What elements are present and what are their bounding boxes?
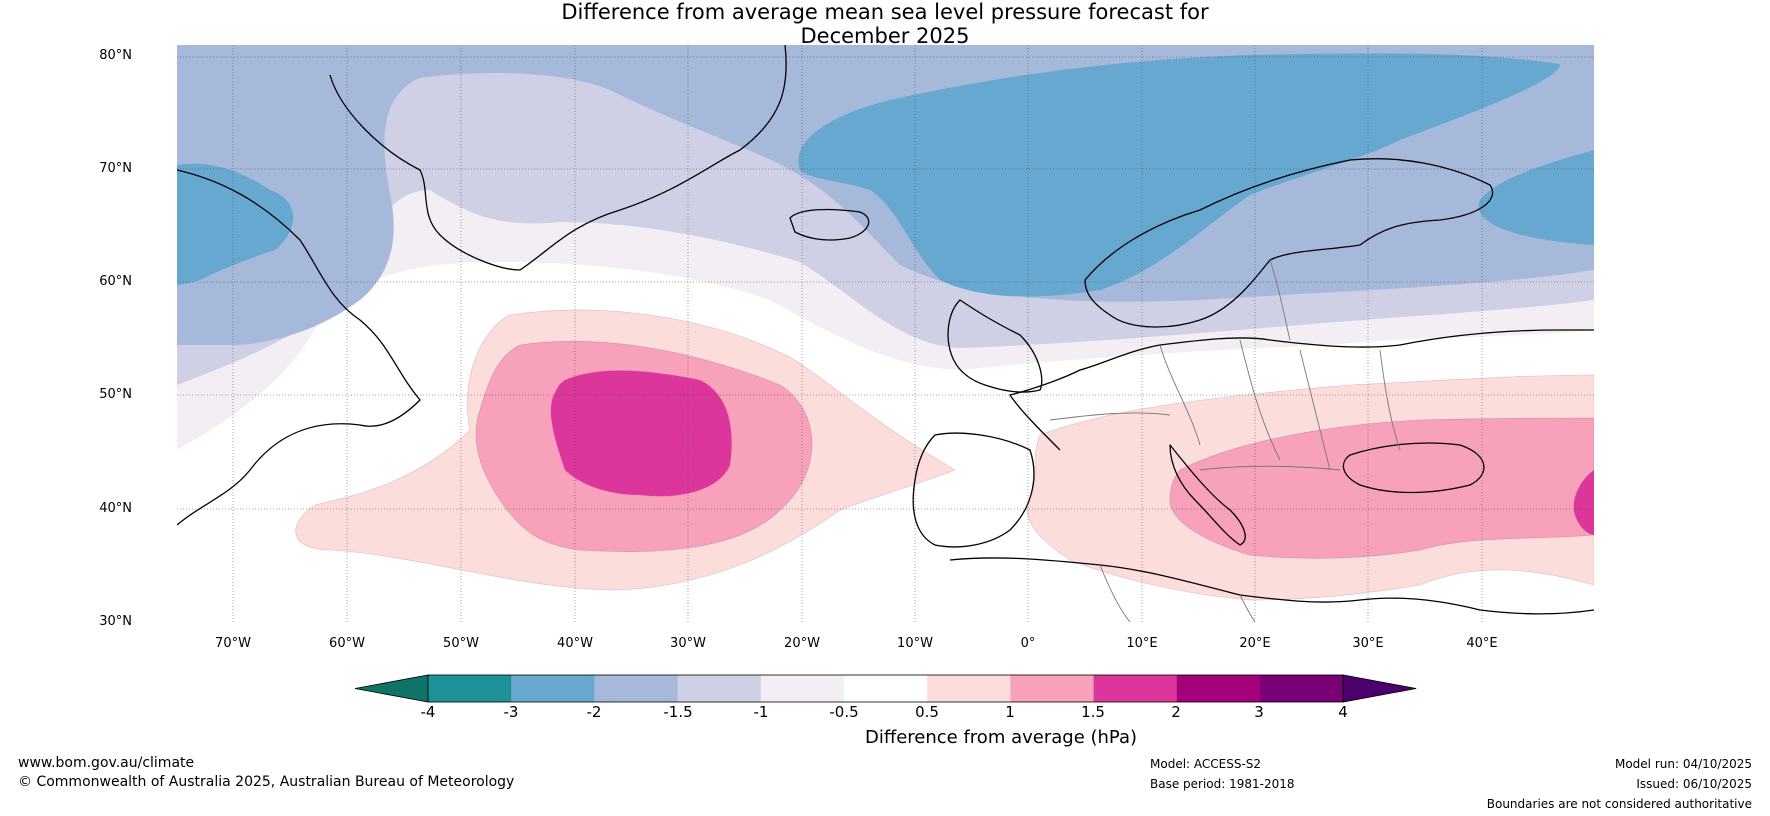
lat-label-60n: 60°N — [99, 274, 132, 289]
colorbar-bin — [428, 675, 512, 702]
europe-coast — [1009, 329, 1594, 451]
lat-label-40n: 40°N — [99, 501, 132, 516]
colorbar-tick: -3 — [503, 703, 519, 721]
colorbar-bin — [927, 675, 1011, 702]
colorbar-tick: 0.5 — [915, 703, 939, 721]
title-line-1: Difference from average mean sea level p… — [561, 0, 1209, 24]
north-africa-coast — [949, 557, 1594, 615]
lat-label-70n: 70°N — [99, 161, 132, 176]
colorbar-bin — [1093, 675, 1178, 702]
contour-pos-1.5-atlantic — [550, 370, 732, 497]
contour-neg-2 — [798, 53, 1560, 297]
disclaimer-text: Boundaries are not considered authoritat… — [1486, 797, 1752, 811]
scandinavia-coast — [1084, 158, 1494, 328]
colorbar-tick: -4 — [420, 703, 436, 721]
lon-label-50w: 50°W — [443, 636, 479, 651]
lon-label-10e: 10°E — [1126, 636, 1158, 651]
website-link[interactable]: www.bom.gov.au/climate — [18, 755, 195, 771]
colorbar-tick: 2 — [1171, 703, 1181, 721]
colorbar-label-wrap: Difference from average (hPa) — [0, 727, 1770, 748]
lon-label-40e: 40°E — [1466, 636, 1498, 651]
issued-text: Issued: 06/10/2025 — [1636, 777, 1752, 791]
lon-label-0: 0° — [1020, 636, 1036, 651]
lon-label-30e: 30°E — [1352, 636, 1384, 651]
title-line-2: December 2025 — [800, 24, 970, 48]
colorbar-tick: 3 — [1254, 703, 1264, 721]
lon-label-30w: 30°W — [670, 636, 706, 651]
uk-ireland-coast — [947, 299, 1043, 393]
base-period-text: Base period: 1981-2018 — [1150, 777, 1295, 791]
graticule — [177, 45, 1594, 622]
colorbar-tick: -1 — [753, 703, 769, 721]
lon-label-60w: 60°W — [329, 636, 365, 651]
lon-label-20w: 20°W — [784, 636, 820, 651]
lat-label-50n: 50°N — [99, 387, 132, 402]
colorbar-bin — [511, 675, 595, 702]
contour-neg-2-west — [177, 163, 294, 285]
colorbar-extend-high — [1342, 674, 1417, 703]
colorbar-tick: -1.5 — [663, 703, 693, 721]
colorbar — [354, 674, 1417, 703]
greenland-coast — [329, 45, 787, 271]
italy-coast — [1169, 444, 1246, 546]
colorbar-bin — [677, 675, 762, 702]
colorbar-bin — [844, 675, 928, 702]
coastlines — [177, 45, 1594, 615]
colorbar-bin — [1176, 675, 1261, 702]
lon-label-10w: 10°W — [897, 636, 933, 651]
colorbar-bin — [760, 675, 845, 702]
contour-pos-1-europe — [1169, 417, 1594, 559]
colorbar-tick: -2 — [586, 703, 602, 721]
model-run-text: Model run: 04/10/2025 — [1614, 757, 1752, 771]
colorbar-frame — [427, 674, 1344, 703]
colorbar-bin — [1010, 675, 1095, 702]
colorbar-tick: -0.5 — [829, 703, 859, 721]
lon-label-70w: 70°W — [215, 636, 251, 651]
map-frame — [177, 45, 1594, 622]
lat-label-80n: 80°N — [99, 48, 132, 63]
contour-pos-1.5-europe — [1573, 470, 1594, 535]
colorbar-tick: 4 — [1338, 703, 1348, 721]
map-title: Difference from average mean sea level p… — [0, 0, 1770, 48]
country-borders — [1049, 259, 1401, 622]
lat-label-30n: 30°N — [99, 614, 132, 629]
colorbar-label: Difference from average (hPa) — [864, 727, 1138, 748]
canada-coast — [177, 169, 421, 526]
colorbar-extend-low — [354, 674, 429, 703]
copyright-text: © Commonwealth of Australia 2025, Austra… — [18, 774, 515, 790]
colorbar-tick: 1.5 — [1081, 703, 1105, 721]
iceland-coast — [789, 208, 870, 241]
contour-neg-2-east — [1478, 150, 1594, 245]
lon-label-40w: 40°W — [557, 636, 593, 651]
colorbar-tick: 1 — [1005, 703, 1015, 721]
blacksea-coast — [1342, 442, 1485, 494]
model-text: Model: ACCESS-S2 — [1150, 757, 1262, 771]
iberia-coast — [912, 432, 1035, 548]
colorbar-bin — [594, 675, 679, 702]
colorbar-bin — [1260, 675, 1344, 702]
lon-label-20e: 20°E — [1239, 636, 1271, 651]
